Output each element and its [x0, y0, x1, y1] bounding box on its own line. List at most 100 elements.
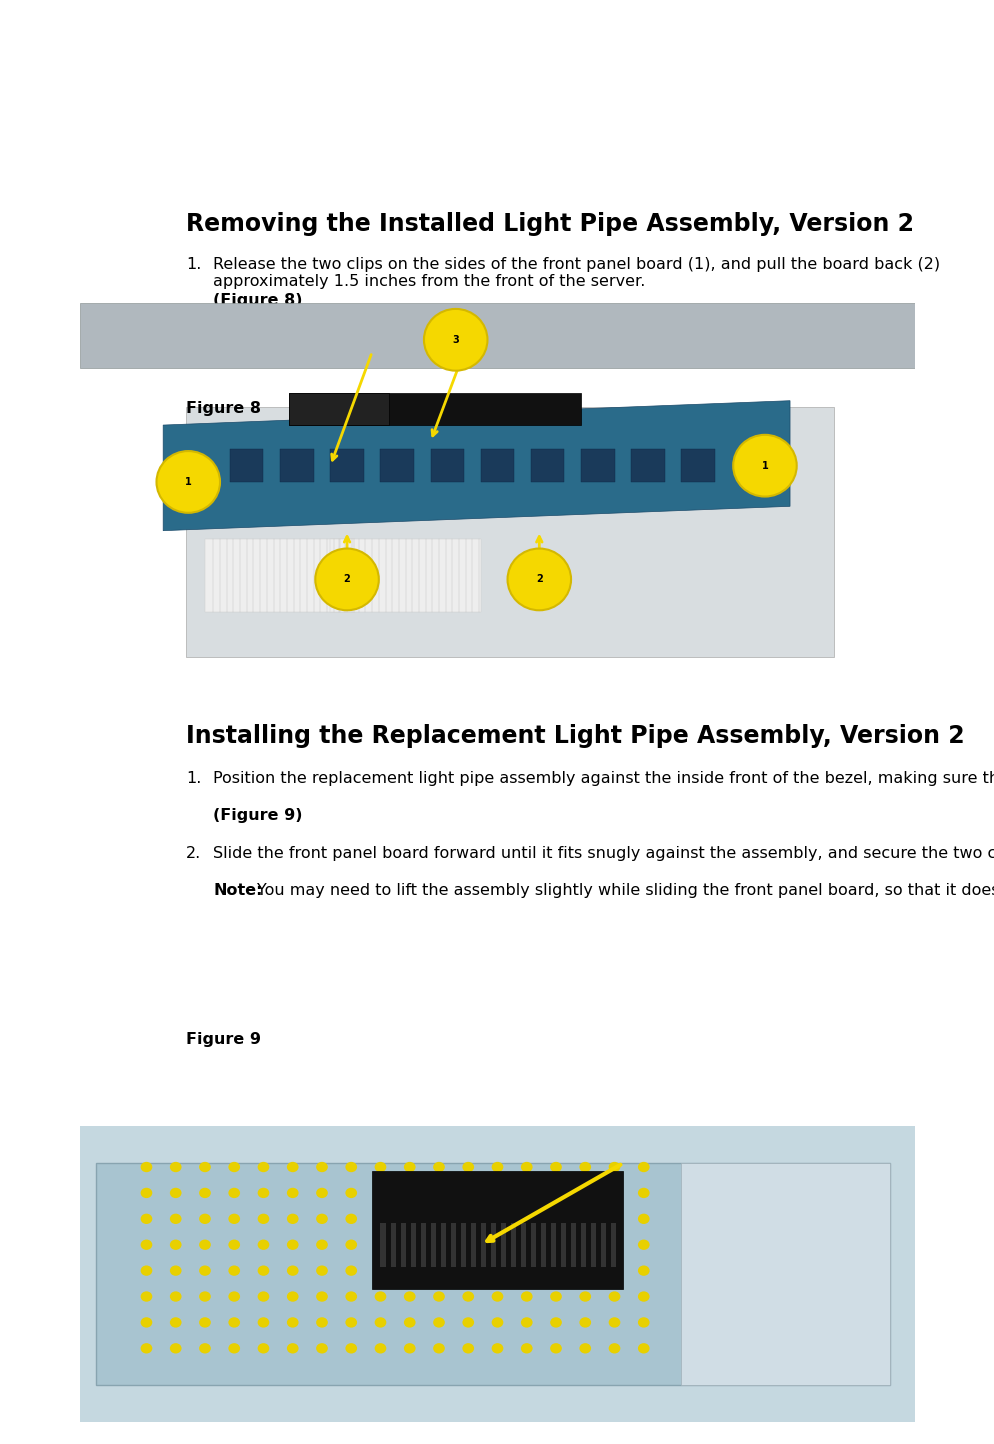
Circle shape	[170, 1343, 181, 1353]
Circle shape	[375, 1188, 386, 1199]
Circle shape	[229, 1239, 240, 1251]
Circle shape	[404, 1162, 415, 1173]
Circle shape	[733, 435, 796, 497]
Bar	[80, 303, 914, 368]
Circle shape	[491, 1162, 503, 1173]
Bar	[411, 1223, 415, 1266]
Circle shape	[316, 1317, 327, 1327]
Text: 2.: 2.	[186, 322, 201, 338]
Text: 2: 2	[536, 575, 542, 585]
Circle shape	[286, 1265, 298, 1276]
Circle shape	[199, 1213, 211, 1225]
Bar	[480, 449, 514, 482]
Bar	[380, 449, 414, 482]
Circle shape	[316, 1213, 327, 1225]
Circle shape	[404, 1317, 415, 1327]
Circle shape	[257, 1188, 269, 1199]
Circle shape	[404, 1265, 415, 1276]
Bar	[580, 1223, 585, 1266]
Circle shape	[345, 1343, 357, 1353]
Circle shape	[491, 1213, 503, 1225]
Circle shape	[550, 1317, 562, 1327]
Circle shape	[637, 1343, 649, 1353]
Text: Figure 8: Figure 8	[186, 401, 260, 416]
Circle shape	[257, 1213, 269, 1225]
Circle shape	[170, 1265, 181, 1276]
Circle shape	[345, 1162, 357, 1173]
Circle shape	[170, 1188, 181, 1199]
Circle shape	[462, 1291, 473, 1301]
Circle shape	[257, 1265, 269, 1276]
Text: You may need to lift the assembly slightly while sliding the front panel board, : You may need to lift the assembly slight…	[256, 882, 994, 898]
Circle shape	[521, 1265, 532, 1276]
Circle shape	[637, 1317, 649, 1327]
Circle shape	[345, 1213, 357, 1225]
Bar	[571, 1223, 576, 1266]
Circle shape	[608, 1291, 619, 1301]
Circle shape	[316, 1162, 327, 1173]
Circle shape	[462, 1317, 473, 1327]
Circle shape	[579, 1239, 590, 1251]
Circle shape	[229, 1317, 240, 1327]
FancyBboxPatch shape	[186, 407, 833, 657]
Circle shape	[491, 1343, 503, 1353]
Circle shape	[462, 1239, 473, 1251]
Circle shape	[375, 1213, 386, 1225]
Circle shape	[140, 1188, 152, 1199]
Bar	[531, 1223, 536, 1266]
Circle shape	[345, 1188, 357, 1199]
Circle shape	[521, 1239, 532, 1251]
Text: Slide the front panel board forward until it fits snugly against the assembly, a: Slide the front panel board forward unti…	[213, 846, 994, 861]
Circle shape	[637, 1188, 649, 1199]
Bar	[541, 1223, 546, 1266]
Circle shape	[375, 1239, 386, 1251]
Circle shape	[229, 1188, 240, 1199]
Bar	[610, 1223, 615, 1266]
Circle shape	[229, 1291, 240, 1301]
Bar	[288, 393, 389, 425]
Circle shape	[229, 1265, 240, 1276]
Circle shape	[637, 1239, 649, 1251]
Circle shape	[423, 309, 487, 371]
Bar	[561, 1223, 566, 1266]
Bar	[230, 449, 263, 482]
Circle shape	[432, 1213, 444, 1225]
Circle shape	[521, 1317, 532, 1327]
Circle shape	[521, 1188, 532, 1199]
Circle shape	[199, 1265, 211, 1276]
Circle shape	[199, 1317, 211, 1327]
Circle shape	[316, 1188, 327, 1199]
Text: Remove the light pipe assembly from the server (3).: Remove the light pipe assembly from the …	[213, 322, 634, 338]
Circle shape	[170, 1162, 181, 1173]
Circle shape	[170, 1291, 181, 1301]
Circle shape	[491, 1291, 503, 1301]
Circle shape	[286, 1213, 298, 1225]
Text: Removing the Installed Light Pipe Assembly, Version 2: Removing the Installed Light Pipe Assemb…	[186, 212, 913, 237]
Circle shape	[579, 1291, 590, 1301]
Bar	[580, 449, 614, 482]
Bar	[330, 449, 364, 482]
Circle shape	[286, 1162, 298, 1173]
Circle shape	[608, 1317, 619, 1327]
Circle shape	[432, 1317, 444, 1327]
Circle shape	[316, 1291, 327, 1301]
Circle shape	[316, 1265, 327, 1276]
Circle shape	[491, 1265, 503, 1276]
Circle shape	[432, 1188, 444, 1199]
Circle shape	[608, 1213, 619, 1225]
Bar	[681, 1164, 890, 1385]
Bar	[521, 1223, 526, 1266]
Circle shape	[550, 1162, 562, 1173]
Bar	[681, 449, 714, 482]
Circle shape	[140, 1291, 152, 1301]
Circle shape	[316, 1343, 327, 1353]
Circle shape	[432, 1239, 444, 1251]
Circle shape	[286, 1343, 298, 1353]
Circle shape	[432, 1343, 444, 1353]
Circle shape	[579, 1213, 590, 1225]
Circle shape	[550, 1291, 562, 1301]
Text: 1.: 1.	[186, 257, 201, 271]
Circle shape	[375, 1162, 386, 1173]
Bar	[380, 1223, 385, 1266]
Circle shape	[579, 1188, 590, 1199]
